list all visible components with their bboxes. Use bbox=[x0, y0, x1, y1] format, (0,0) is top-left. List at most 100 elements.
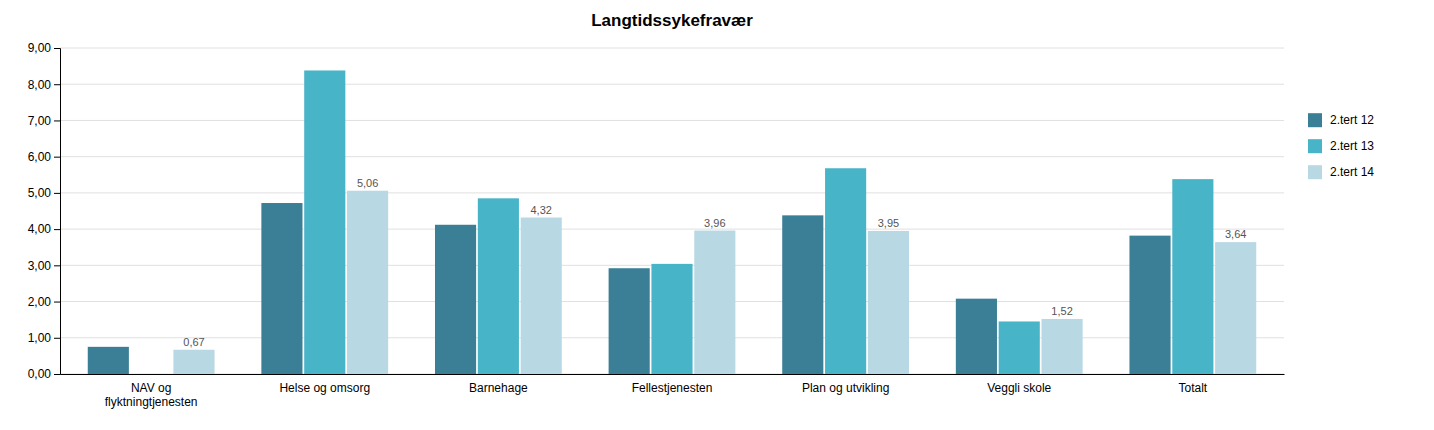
bar bbox=[173, 350, 214, 374]
data-label: 1,52 bbox=[1051, 305, 1072, 317]
y-tick-label: 1,00 bbox=[28, 331, 52, 345]
x-tick: Totalt bbox=[1179, 381, 1208, 395]
y-axis-line bbox=[54, 49, 61, 375]
bar bbox=[261, 203, 302, 374]
y-tick: 3,00 bbox=[28, 259, 60, 273]
y-tick-label: 8,00 bbox=[28, 78, 52, 92]
title: Langtidssykefravær bbox=[591, 11, 753, 30]
legend-label: 2.tert 13 bbox=[1330, 139, 1374, 153]
y-tick-mark bbox=[54, 157, 60, 158]
bar bbox=[782, 215, 823, 374]
data-label: 3,64 bbox=[1225, 228, 1246, 240]
y-tick-mark bbox=[54, 338, 60, 339]
x-tick-label: Totalt bbox=[1179, 381, 1208, 395]
legend-swatch bbox=[1308, 139, 1322, 153]
y-tick: 0,00 bbox=[28, 367, 60, 381]
bar bbox=[1042, 319, 1083, 374]
legend: 2.tert 12 2.tert 13 2.tert 14 bbox=[1308, 113, 1374, 179]
y-tick-label: 0,00 bbox=[28, 367, 52, 381]
y-tick: 6,00 bbox=[28, 150, 60, 164]
x-tick-label: Barnehage bbox=[469, 381, 528, 395]
grid-line bbox=[60, 120, 1284, 121]
x-axis: NAV ogflyktningtjenesten Helse og omsorg B… bbox=[61, 375, 1285, 409]
legend-label: 2.tert 14 bbox=[1330, 165, 1374, 179]
y-tick-mark bbox=[54, 229, 60, 230]
x-tick-label: Helse og omsorg bbox=[279, 381, 370, 395]
y-tick: 8,00 bbox=[28, 78, 60, 92]
data-label: 5,06 bbox=[357, 177, 378, 189]
bar bbox=[999, 321, 1040, 374]
bar bbox=[694, 231, 735, 374]
y-tick-mark bbox=[54, 120, 60, 121]
bar bbox=[304, 70, 345, 374]
data-label: 4,32 bbox=[531, 204, 552, 216]
bar bbox=[1215, 242, 1256, 374]
bar bbox=[825, 168, 866, 374]
chart: Langtidssykefravær 0,67 5,06 4,32 3,96 3,95 1,… bbox=[0, 0, 1434, 430]
legend-swatch bbox=[1308, 165, 1322, 179]
data-label: 3,96 bbox=[704, 217, 725, 229]
x-tick-label: Veggli skole bbox=[987, 381, 1051, 395]
x-axis-line bbox=[61, 374, 1285, 375]
x-tick: Fellestjenesten bbox=[632, 381, 713, 395]
y-tick: 9,00 bbox=[28, 41, 60, 55]
y-tick-mark bbox=[54, 302, 60, 303]
data-label: 0,67 bbox=[183, 336, 204, 348]
series bbox=[88, 203, 1171, 374]
x-tick: Barnehage bbox=[469, 381, 528, 395]
grid-line bbox=[60, 48, 1284, 49]
bar bbox=[88, 347, 129, 374]
grid-line bbox=[60, 192, 1284, 193]
y-tick: 4,00 bbox=[28, 222, 60, 236]
y-tick: 5,00 bbox=[28, 186, 60, 200]
y-tick-mark bbox=[54, 84, 60, 85]
x-tick-label: Fellestjenesten bbox=[632, 381, 713, 395]
plot: 0,67 5,06 4,32 3,96 3,95 1,52 3,64 0,00 1,00 2,00… bbox=[28, 41, 1285, 409]
x-tick: Helse og omsorg bbox=[279, 381, 370, 395]
x-tick-label: NAV ogflyktningtjenesten bbox=[105, 381, 198, 409]
bar bbox=[956, 299, 997, 374]
y-tick-mark bbox=[54, 374, 60, 375]
legend-swatch bbox=[1308, 113, 1322, 127]
bar bbox=[478, 198, 519, 374]
bars bbox=[88, 70, 1256, 374]
bar bbox=[1129, 236, 1170, 374]
data-label: 3,95 bbox=[878, 217, 899, 229]
y-tick: 7,00 bbox=[28, 114, 60, 128]
y-tick-label: 4,00 bbox=[28, 222, 52, 236]
bar bbox=[651, 264, 692, 374]
bar bbox=[435, 225, 476, 374]
x-tick: NAV ogflyktningtjenesten bbox=[105, 381, 198, 409]
bar bbox=[521, 218, 562, 374]
bar bbox=[1172, 179, 1213, 374]
y-tick-label: 5,00 bbox=[28, 186, 52, 200]
x-tick-label: Plan og utvikling bbox=[802, 381, 889, 395]
y-tick-label: 3,00 bbox=[28, 259, 52, 273]
series bbox=[304, 70, 1213, 374]
y-tick-label: 2,00 bbox=[28, 295, 52, 309]
y-tick: 2,00 bbox=[28, 295, 60, 309]
bar bbox=[609, 268, 650, 374]
y-tick-mark bbox=[54, 265, 60, 266]
y-tick-label: 7,00 bbox=[28, 114, 52, 128]
legend-item: 2.tert 12 bbox=[1308, 113, 1374, 127]
grid-line bbox=[60, 84, 1284, 85]
y-tick-label: 6,00 bbox=[28, 150, 52, 164]
y-tick-mark bbox=[54, 193, 60, 194]
y-axis: 0,00 1,00 2,00 3,00 4,00 5,00 6,00 7,00 8,00 9,00 bbox=[28, 41, 61, 381]
x-tick: Plan og utvikling bbox=[802, 381, 889, 395]
y-tick-label: 9,00 bbox=[28, 41, 52, 55]
grid-line bbox=[60, 229, 1284, 230]
data-labels: 0,67 5,06 4,32 3,96 3,95 1,52 3,64 bbox=[183, 177, 1246, 348]
x-tick: Veggli skole bbox=[987, 381, 1051, 395]
bar bbox=[868, 231, 909, 374]
bar bbox=[347, 191, 388, 374]
series bbox=[173, 191, 1256, 374]
grid-line bbox=[60, 156, 1284, 157]
legend-item: 2.tert 14 bbox=[1308, 165, 1374, 179]
grid bbox=[60, 48, 1284, 374]
legend-item: 2.tert 13 bbox=[1308, 139, 1374, 153]
y-tick-mark bbox=[54, 48, 60, 49]
legend-label: 2.tert 12 bbox=[1330, 113, 1374, 127]
y-tick: 1,00 bbox=[28, 331, 60, 345]
